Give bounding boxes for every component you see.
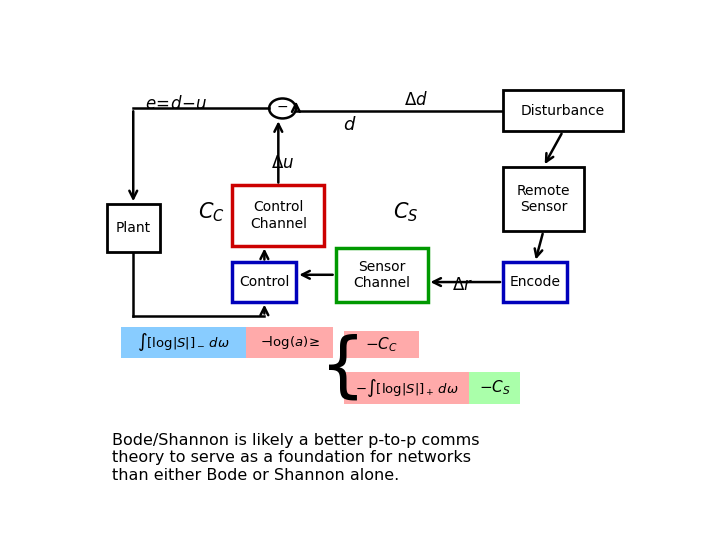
- Text: $C_C$: $C_C$: [198, 200, 225, 224]
- Text: $C_S$: $C_S$: [392, 200, 418, 224]
- FancyBboxPatch shape: [233, 185, 324, 246]
- Text: $e\!=\!d\!-\!u$: $e\!=\!d\!-\!u$: [145, 95, 208, 113]
- FancyBboxPatch shape: [469, 373, 520, 404]
- FancyBboxPatch shape: [336, 248, 428, 302]
- Text: Encode: Encode: [510, 275, 560, 289]
- FancyBboxPatch shape: [233, 262, 297, 302]
- FancyBboxPatch shape: [121, 327, 246, 358]
- FancyBboxPatch shape: [246, 327, 333, 358]
- Text: $\Delta r$: $\Delta r$: [452, 276, 473, 294]
- Text: Plant: Plant: [116, 221, 150, 235]
- FancyBboxPatch shape: [503, 90, 623, 131]
- Text: $-\int[\log|S|]_+\,d\omega$: $-\int[\log|S|]_+\,d\omega$: [355, 377, 459, 399]
- Text: $-C_C$: $-C_C$: [365, 335, 398, 354]
- Text: $d$: $d$: [343, 116, 356, 134]
- Text: $-\!\log(a)\!\geq$: $-\!\log(a)\!\geq$: [260, 334, 320, 351]
- Text: Control: Control: [239, 275, 289, 289]
- Text: $\Delta d$: $\Delta d$: [405, 91, 428, 109]
- Text: $\{$: $\{$: [319, 332, 358, 402]
- Text: Bode/Shannon is likely a better p-to-p comms
theory to serve as a foundation for: Bode/Shannon is likely a better p-to-p c…: [112, 433, 480, 483]
- Text: Disturbance: Disturbance: [521, 104, 605, 118]
- Text: $-$: $-$: [276, 99, 289, 113]
- FancyBboxPatch shape: [503, 167, 584, 231]
- FancyBboxPatch shape: [503, 262, 567, 302]
- Text: Control
Channel: Control Channel: [250, 200, 307, 231]
- Text: $-C_S$: $-C_S$: [479, 379, 510, 397]
- Text: Sensor
Channel: Sensor Channel: [353, 260, 410, 290]
- FancyBboxPatch shape: [107, 204, 160, 252]
- Text: Remote
Sensor: Remote Sensor: [517, 184, 570, 214]
- Text: $\int[\log|S|]_-\,d\omega$: $\int[\log|S|]_-\,d\omega$: [138, 332, 230, 353]
- FancyBboxPatch shape: [344, 331, 419, 358]
- Text: $\Delta u$: $\Delta u$: [271, 153, 294, 172]
- FancyBboxPatch shape: [344, 373, 469, 404]
